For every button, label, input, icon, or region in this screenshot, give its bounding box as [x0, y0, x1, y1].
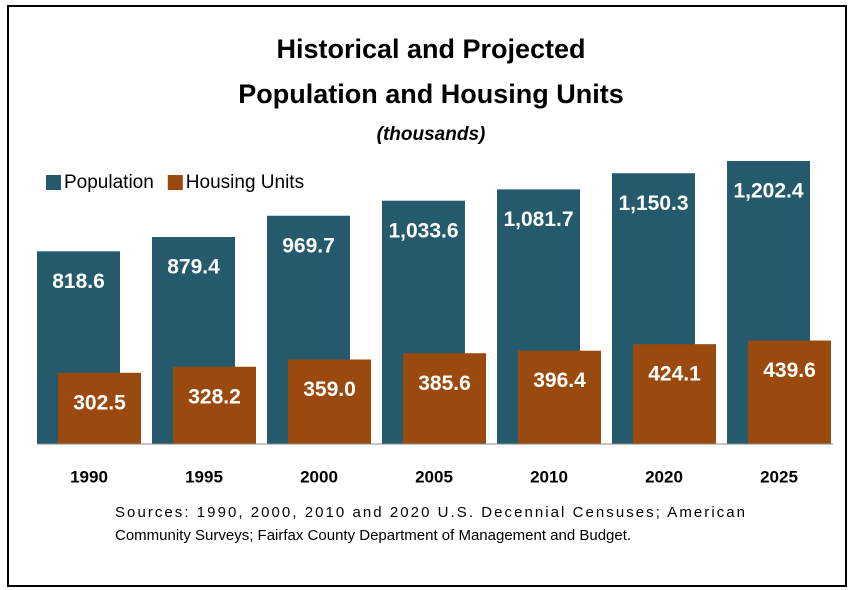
bar	[633, 344, 716, 444]
data-label: 1,202.4	[733, 180, 803, 203]
x-tick-label: 2020	[645, 467, 683, 486]
data-label: 818.6	[52, 270, 105, 293]
legend-swatch	[46, 175, 61, 190]
legend-swatch	[167, 175, 183, 190]
data-label: 396.4	[533, 369, 586, 392]
chart-title: Population and Housing Units	[238, 79, 623, 109]
data-label: 385.6	[418, 372, 471, 395]
x-tick-label: 2010	[530, 467, 568, 486]
bar	[518, 350, 601, 444]
chart-title: Historical and Projected	[276, 34, 585, 64]
x-tick-label: 1990	[70, 467, 108, 486]
bar	[173, 366, 256, 444]
data-label: 1,033.6	[388, 219, 458, 242]
bar	[288, 359, 371, 444]
data-label: 359.0	[303, 378, 356, 401]
data-label: 969.7	[282, 234, 335, 257]
bar	[748, 340, 831, 444]
chart-subtitle: (thousands)	[377, 124, 486, 145]
data-label: 328.2	[188, 385, 241, 408]
data-label: 1,081.7	[503, 208, 573, 231]
bar	[58, 372, 141, 444]
data-label: 302.5	[73, 391, 126, 414]
source-note: Community Surveys; Fairfax County Depart…	[115, 527, 631, 544]
data-label: 439.6	[763, 359, 816, 382]
data-label: 879.4	[167, 256, 220, 279]
legend-label: Housing Units	[186, 172, 304, 193]
x-tick-label: 2025	[760, 467, 798, 486]
bar	[403, 353, 486, 444]
x-tick-label: 2000	[300, 467, 338, 486]
legend-label: Population	[64, 172, 154, 193]
x-tick-label: 1995	[185, 467, 223, 486]
x-tick-label: 2005	[415, 467, 453, 486]
data-label: 1,150.3	[618, 192, 688, 215]
data-label: 424.1	[648, 363, 701, 386]
